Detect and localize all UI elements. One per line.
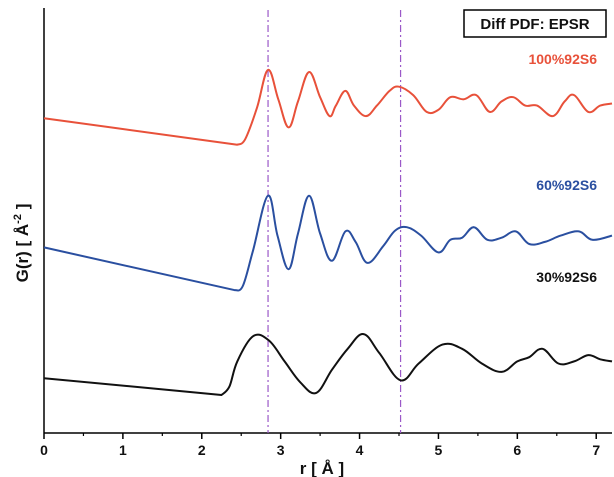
x-tick-label: 0 bbox=[40, 442, 48, 458]
x-tick-label: 3 bbox=[277, 442, 285, 458]
x-tick-label: 5 bbox=[435, 442, 443, 458]
chart-title: Diff PDF: EPSR bbox=[480, 16, 589, 33]
x-axis-ticks: 0 1 2 3 4 5 6 7 bbox=[40, 433, 600, 458]
plot-frame bbox=[43, 8, 612, 434]
x-tick-label: 4 bbox=[356, 442, 364, 458]
y-axis-title: G(r) [ Å-2 ] bbox=[12, 204, 32, 283]
series-label: 30%92S6 bbox=[536, 269, 597, 285]
series-line bbox=[43, 333, 613, 396]
x-axis-title: r [ Å ] bbox=[300, 459, 344, 477]
title-box: Diff PDF: EPSR bbox=[463, 9, 607, 38]
series-line bbox=[43, 68, 613, 146]
y-axis-title-end: ] bbox=[13, 204, 32, 214]
reference-lines bbox=[267, 10, 402, 433]
series-label: 60%92S6 bbox=[536, 177, 597, 193]
x-tick-label: 7 bbox=[592, 442, 600, 458]
series-group bbox=[43, 68, 613, 396]
series-label: 100%92S6 bbox=[528, 51, 597, 67]
x-tick-label: 1 bbox=[119, 442, 127, 458]
series-line bbox=[43, 194, 613, 292]
y-axis-title-main: G(r) [ Å bbox=[13, 224, 32, 283]
y-axis-title-sup: -2 bbox=[12, 214, 24, 224]
series-labels: 100%92S6 60%92S6 30%92S6 bbox=[528, 51, 597, 285]
x-tick-label: 6 bbox=[513, 442, 521, 458]
x-tick-label: 2 bbox=[198, 442, 206, 458]
